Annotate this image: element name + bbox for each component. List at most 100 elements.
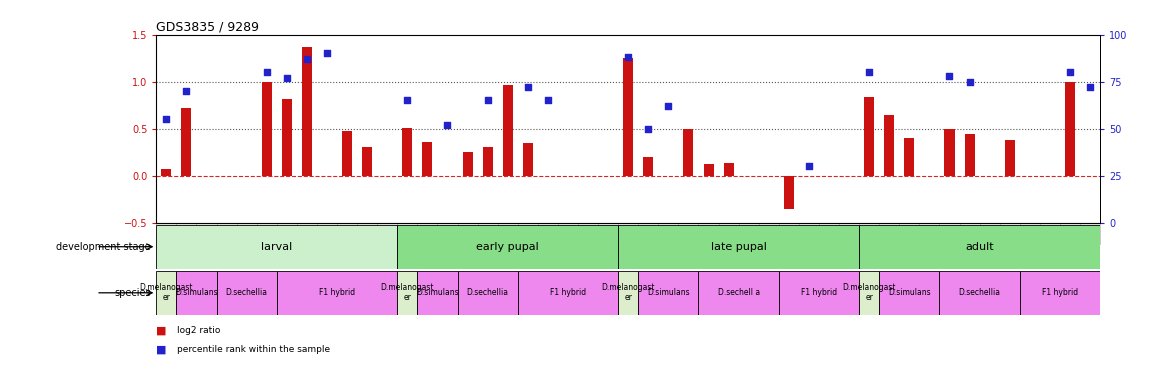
Bar xyxy=(885,114,894,176)
Point xyxy=(940,73,959,79)
Text: D.simulans: D.simulans xyxy=(647,288,690,297)
Bar xyxy=(980,223,999,243)
Bar xyxy=(378,223,397,243)
Text: larval: larval xyxy=(262,242,293,252)
Bar xyxy=(578,223,598,243)
Point xyxy=(177,88,196,94)
Point xyxy=(538,98,557,104)
Bar xyxy=(679,223,698,243)
Bar xyxy=(1020,271,1100,315)
Bar xyxy=(156,271,176,315)
Bar xyxy=(417,223,438,243)
Bar xyxy=(397,225,618,269)
Point xyxy=(317,50,336,56)
Bar xyxy=(362,147,372,176)
Text: development stage: development stage xyxy=(56,242,151,252)
Bar xyxy=(397,271,417,315)
Point xyxy=(438,122,456,128)
Bar xyxy=(945,129,954,176)
Bar xyxy=(1080,223,1100,243)
Bar xyxy=(598,223,618,243)
Bar xyxy=(182,108,191,176)
Bar xyxy=(302,47,312,176)
Text: F1 hybrid: F1 hybrid xyxy=(1042,288,1078,297)
Bar xyxy=(683,129,694,176)
Bar xyxy=(236,223,257,243)
Bar xyxy=(659,223,679,243)
Text: D.melanogast
er: D.melanogast er xyxy=(601,283,655,303)
Text: D.melanogast
er: D.melanogast er xyxy=(140,283,193,303)
Bar xyxy=(1005,140,1014,176)
Bar xyxy=(879,271,939,315)
Bar xyxy=(281,99,292,176)
Text: D.melanogast
er: D.melanogast er xyxy=(381,283,434,303)
Bar xyxy=(296,223,317,243)
Text: D.simulans: D.simulans xyxy=(888,288,931,297)
Point xyxy=(618,54,637,60)
Text: D.melanogast
er: D.melanogast er xyxy=(842,283,896,303)
Bar xyxy=(1065,82,1075,176)
Point xyxy=(860,69,879,75)
Point xyxy=(298,56,316,62)
Bar xyxy=(638,223,659,243)
Bar xyxy=(784,176,794,209)
Bar xyxy=(518,271,618,315)
Text: F1 hybrid: F1 hybrid xyxy=(318,288,356,297)
Text: D.sechellia: D.sechellia xyxy=(959,288,1001,297)
Text: D.simulans: D.simulans xyxy=(416,288,459,297)
Bar xyxy=(939,223,960,243)
Bar xyxy=(483,147,492,176)
Text: early pupal: early pupal xyxy=(476,242,540,252)
Text: GDS3835 / 9289: GDS3835 / 9289 xyxy=(156,20,259,33)
Bar xyxy=(900,223,919,243)
Bar xyxy=(357,223,378,243)
Bar xyxy=(618,271,638,315)
Bar xyxy=(537,223,558,243)
Bar xyxy=(819,223,840,243)
Bar xyxy=(277,271,397,315)
Bar xyxy=(402,128,412,176)
Bar xyxy=(919,223,939,243)
Bar xyxy=(498,223,518,243)
Bar xyxy=(724,164,734,176)
Text: F1 hybrid: F1 hybrid xyxy=(550,288,586,297)
Text: ■: ■ xyxy=(156,325,167,335)
Bar xyxy=(438,223,457,243)
Bar xyxy=(859,225,1100,269)
Bar xyxy=(965,134,975,176)
Bar xyxy=(644,157,653,176)
Bar xyxy=(1040,223,1060,243)
Bar xyxy=(342,131,352,176)
Text: species: species xyxy=(113,288,151,298)
Bar xyxy=(618,223,638,243)
Text: D.sechellia: D.sechellia xyxy=(467,288,508,297)
Bar xyxy=(337,223,357,243)
Bar xyxy=(217,271,277,315)
Point xyxy=(960,79,979,85)
Bar xyxy=(176,271,217,315)
Text: log2 ratio: log2 ratio xyxy=(177,326,220,335)
Bar xyxy=(522,143,533,176)
Bar xyxy=(904,138,915,176)
Bar xyxy=(939,271,1020,315)
Point xyxy=(519,84,537,90)
Text: F1 hybrid: F1 hybrid xyxy=(801,288,837,297)
Bar xyxy=(618,225,859,269)
Point xyxy=(639,126,658,132)
Text: D.sechellia: D.sechellia xyxy=(226,288,267,297)
Bar xyxy=(417,271,457,315)
Bar xyxy=(156,223,176,243)
Point xyxy=(478,98,497,104)
Text: ■: ■ xyxy=(156,344,167,354)
Bar xyxy=(518,223,537,243)
Bar xyxy=(277,223,296,243)
Bar xyxy=(161,169,171,176)
Bar xyxy=(423,142,432,176)
Bar xyxy=(477,223,498,243)
Bar xyxy=(698,271,779,315)
Bar xyxy=(758,223,779,243)
Bar xyxy=(558,223,578,243)
Point xyxy=(157,116,176,122)
Bar xyxy=(397,223,417,243)
Bar xyxy=(457,223,477,243)
